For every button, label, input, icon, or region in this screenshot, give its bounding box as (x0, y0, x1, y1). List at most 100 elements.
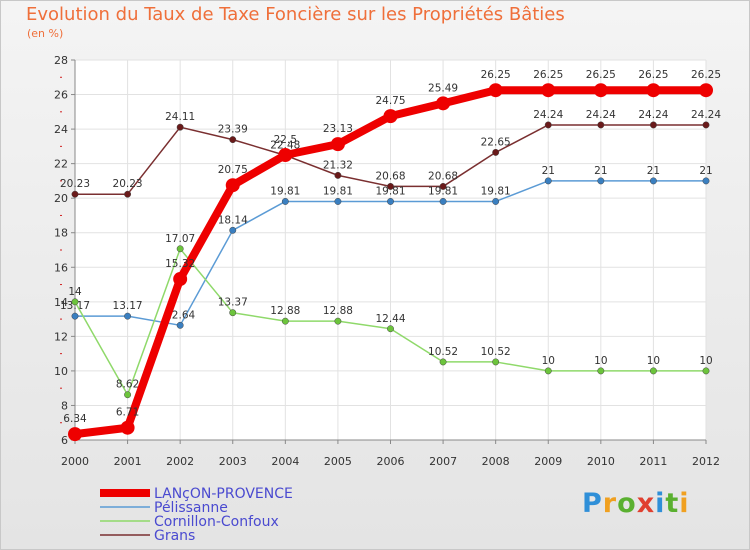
data-label: 23.39 (218, 124, 248, 136)
data-point (492, 198, 500, 205)
y-tick-label: 6 (61, 434, 68, 447)
data-point (649, 177, 657, 185)
data-point (699, 83, 713, 98)
data-label: 19.81 (481, 185, 511, 197)
data-label: 26.25 (638, 69, 668, 81)
data-point (387, 325, 394, 333)
data-point (544, 367, 552, 375)
data-label: 20.23 (60, 178, 90, 190)
data-point (71, 312, 79, 320)
data-label: 14 (68, 286, 82, 298)
y-tick-label: 24 (54, 123, 68, 136)
brand-letter: i (679, 488, 690, 519)
x-tick-label: 2001 (114, 455, 142, 468)
data-point (229, 309, 237, 317)
data-point (176, 321, 184, 329)
data-point (71, 190, 79, 198)
data-label: 13.37 (218, 297, 248, 309)
x-tick-label: 2011 (639, 455, 667, 468)
data-point (173, 272, 188, 287)
brand-letter: P (582, 488, 603, 519)
data-point (439, 358, 447, 366)
data-label: 22.65 (481, 136, 511, 148)
y-tick-label: 12 (54, 330, 68, 343)
data-label: 24.24 (533, 109, 563, 121)
data-label: 24.24 (691, 109, 721, 121)
data-label: 21 (699, 165, 712, 177)
data-label: 13.17 (113, 300, 143, 312)
data-point (702, 367, 710, 375)
x-tick-label: 2009 (534, 455, 562, 468)
data-label: 6.34 (63, 413, 87, 425)
data-point (124, 391, 132, 399)
data-point (71, 298, 79, 306)
x-tick-label: 2012 (692, 455, 720, 468)
data-label: 17.07 (165, 233, 195, 245)
data-label: 24.24 (586, 109, 616, 121)
data-label: 10.52 (481, 346, 511, 358)
data-point (702, 121, 710, 129)
data-point (488, 83, 503, 98)
data-point (597, 367, 605, 375)
data-label: 26.25 (691, 69, 721, 81)
data-point (281, 317, 289, 325)
data-point (649, 367, 657, 375)
x-tick-label: 2005 (324, 455, 352, 468)
data-point (597, 121, 605, 129)
legend-label: Grans (154, 528, 195, 544)
data-label: 19.81 (375, 185, 405, 197)
legend-label: Pélissanne (154, 500, 228, 516)
data-point (387, 182, 394, 190)
data-point (597, 177, 605, 185)
y-tick-label: 18 (54, 227, 68, 240)
data-point (334, 171, 342, 179)
x-tick-label: 2008 (482, 455, 510, 468)
y-tick-label: 14 (54, 296, 68, 309)
data-label: 24.75 (375, 95, 405, 107)
data-point (229, 136, 237, 144)
chart-subtitle: (en %) (27, 27, 64, 40)
data-label: 26.25 (533, 69, 563, 81)
data-point (544, 121, 552, 129)
legend-label: LANçON-PROVENCE (154, 486, 293, 502)
data-point (439, 198, 447, 205)
y-tick-label: 28 (54, 54, 68, 67)
brand-letter: r (602, 488, 618, 519)
data-point (229, 226, 237, 234)
data-label: 26.25 (481, 69, 511, 81)
y-tick-label: 16 (54, 261, 68, 274)
data-label: 10.52 (428, 346, 458, 358)
data-label: 19.81 (428, 185, 458, 197)
data-label: 8.62 (116, 379, 139, 391)
data-label: 12.44 (375, 313, 405, 325)
data-point (436, 96, 451, 111)
data-point (541, 83, 556, 98)
x-tick-label: 2000 (61, 455, 89, 468)
data-label: 20.23 (113, 178, 143, 190)
data-label: 21.32 (323, 159, 353, 171)
data-label: 21 (542, 165, 555, 177)
brand-letter: t (665, 488, 680, 519)
data-label: 12.88 (270, 305, 300, 317)
data-label: 22.5 (274, 134, 297, 146)
data-label: 12.88 (323, 305, 353, 317)
x-tick-label: 2003 (219, 455, 247, 468)
data-label: 10 (542, 355, 555, 367)
data-point (593, 83, 608, 98)
data-label: 13.17 (60, 300, 90, 312)
x-tick-label: 2004 (271, 455, 299, 468)
data-label: 15.32 (165, 258, 195, 270)
data-label: 24.11 (165, 111, 195, 123)
data-label: 20.68 (375, 170, 405, 182)
x-tick-label: 2010 (587, 455, 615, 468)
y-tick-label: 10 (54, 365, 68, 378)
data-point (68, 427, 82, 442)
data-label: 20.68 (428, 170, 458, 182)
data-label: 20.75 (218, 164, 248, 176)
y-tick-label: 20 (54, 192, 68, 205)
data-point (330, 137, 345, 152)
y-tick-label: 8 (61, 399, 68, 412)
legend-label: Cornillon-Confoux (154, 514, 279, 530)
data-label: 10 (699, 355, 712, 367)
